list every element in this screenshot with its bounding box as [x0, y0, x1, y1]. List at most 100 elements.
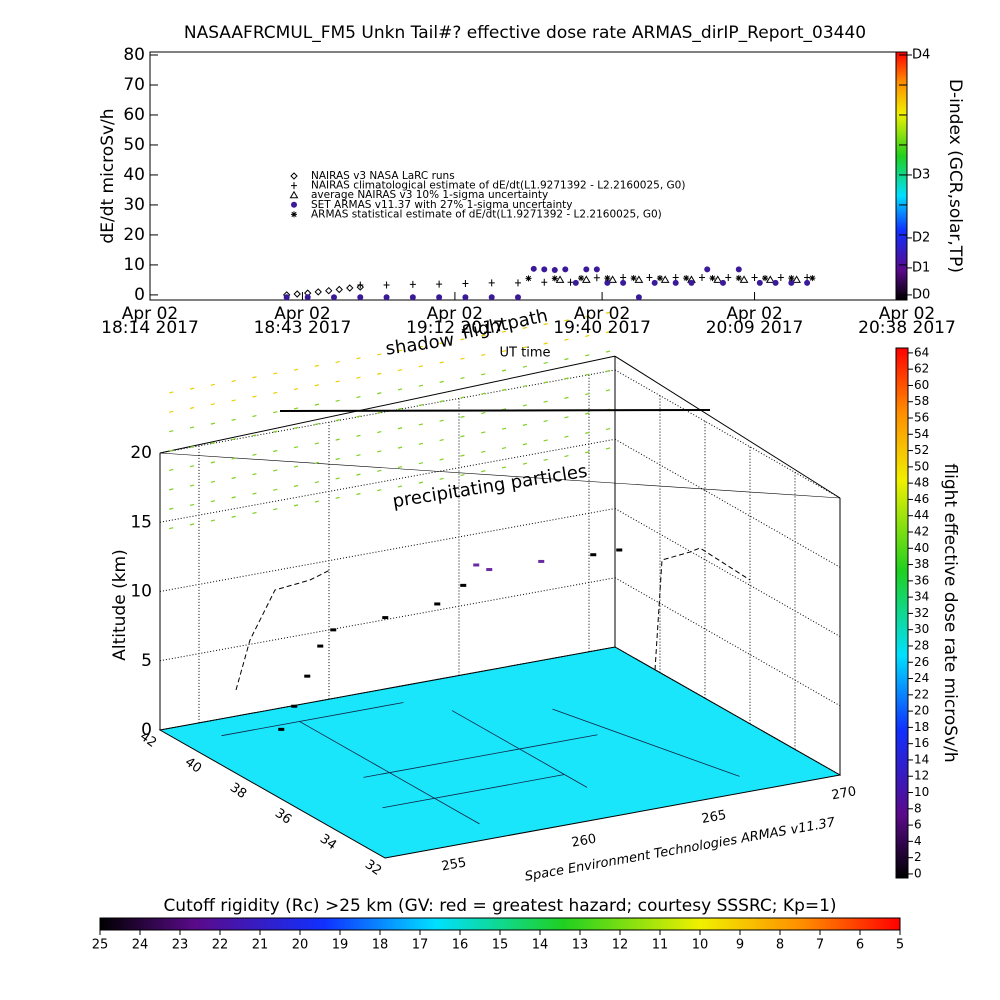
x-tick-label: Apr 02 [574, 304, 630, 324]
marker [551, 275, 558, 282]
particle-dash [501, 466, 507, 469]
marker [634, 275, 644, 283]
colorbar-tick-label: 14 [532, 938, 549, 953]
particle-dash [314, 442, 319, 445]
marker [725, 274, 732, 282]
marker [583, 266, 590, 273]
colorbar-tick-label: 56 [914, 411, 929, 425]
colorbar-tick-label: 52 [914, 443, 929, 457]
particle-dash [605, 369, 611, 372]
state-border [382, 774, 565, 809]
particle-dash [335, 496, 340, 499]
particle-dash [522, 326, 527, 329]
marker [555, 275, 565, 283]
lat-tick-label: 34 [317, 832, 339, 854]
marker [291, 201, 297, 208]
particle-dash [460, 435, 465, 438]
marker [688, 279, 695, 286]
particle-dash [210, 403, 215, 406]
particle-dash [231, 457, 236, 460]
colorbar-tick-label: 21 [252, 938, 269, 953]
dose-colorbar [895, 347, 909, 879]
particle-dash [169, 488, 174, 491]
particle-dash [231, 418, 236, 421]
particle-dash [543, 342, 548, 345]
particle-dash [543, 323, 548, 326]
marker [572, 279, 579, 286]
colorbar-tick-label: 26 [914, 655, 929, 669]
legend-entry: NAIRAS v3 NASA LaRC runs [311, 170, 455, 182]
colorbar-tick-label: 12 [914, 769, 929, 783]
colorbar-tick-label: 2 [914, 850, 922, 864]
marker [683, 275, 690, 282]
lon-tick-label: 255 [440, 855, 467, 874]
particle-dash [169, 507, 174, 510]
particle-dash [252, 376, 257, 379]
colorbar-tick-label: D1 [912, 260, 930, 275]
particle-dash [189, 406, 195, 410]
y-tick-label: 80 [123, 45, 145, 65]
particle-dash [522, 404, 527, 407]
particle-dash [252, 453, 257, 456]
particle-dash [418, 481, 423, 484]
flight-point [538, 559, 545, 563]
particle-dash [585, 354, 590, 357]
y-tick-label: 50 [123, 135, 145, 155]
colorbar-tick-label: 13 [572, 938, 589, 953]
particle-dash [501, 427, 507, 430]
particle-dash [439, 361, 444, 364]
legend-entry: ARMAS statistical estimate of dE/dt(L1.9… [311, 208, 662, 220]
marker [809, 275, 816, 282]
y-tick-label: 60 [123, 105, 145, 125]
colorbar-tick-label: 40 [914, 541, 929, 555]
particle-dash [460, 396, 465, 399]
grid-line [614, 577, 841, 707]
marker [462, 280, 469, 288]
particle-dash [605, 427, 611, 431]
flight-point [616, 548, 623, 552]
marker [346, 284, 354, 292]
particle-dash [481, 411, 486, 415]
colorbar-tick-label: 16 [914, 736, 929, 750]
particle-dash [564, 377, 569, 380]
particle-dash [335, 477, 340, 480]
flight-point [434, 602, 441, 606]
particle-dash [293, 426, 299, 429]
colorbar-tick-label: 22 [212, 938, 229, 953]
legend-entry: NAIRAS climatological estimate of dE/dt(… [311, 180, 685, 192]
marker [672, 274, 679, 282]
particle-dash [252, 434, 257, 437]
state-border [299, 721, 480, 825]
particle-dash [210, 461, 215, 464]
y-tick-label: 40 [123, 165, 145, 185]
marker [304, 294, 311, 301]
marker [409, 280, 416, 288]
marker [608, 275, 617, 283]
particle-dash [481, 392, 486, 395]
marker [593, 274, 600, 282]
particle-dash [356, 376, 361, 379]
colorbar-tick-label: 17 [412, 938, 429, 953]
colorbar-tick-label: 38 [914, 557, 929, 571]
marker [314, 288, 322, 296]
colorbar-tick-label: 25 [92, 938, 109, 953]
particle-dash [189, 484, 195, 487]
particle-dash [543, 458, 548, 461]
colorbar-tick-label: 15 [492, 938, 509, 953]
particle-dash [335, 457, 340, 461]
colorbar-tick-label: 20 [292, 938, 309, 953]
particle-dash [273, 508, 278, 511]
flight-point [473, 563, 480, 567]
particle-dash [564, 319, 569, 322]
particle-dash [605, 350, 611, 353]
flight-point [486, 568, 493, 572]
particle-dash [293, 484, 299, 488]
particle-dash [564, 416, 569, 419]
particle-dash [501, 330, 507, 333]
axis-line [159, 355, 616, 454]
particle-dash [231, 515, 236, 518]
marker [488, 279, 495, 287]
marker [651, 279, 658, 286]
particle-dash [314, 384, 319, 387]
